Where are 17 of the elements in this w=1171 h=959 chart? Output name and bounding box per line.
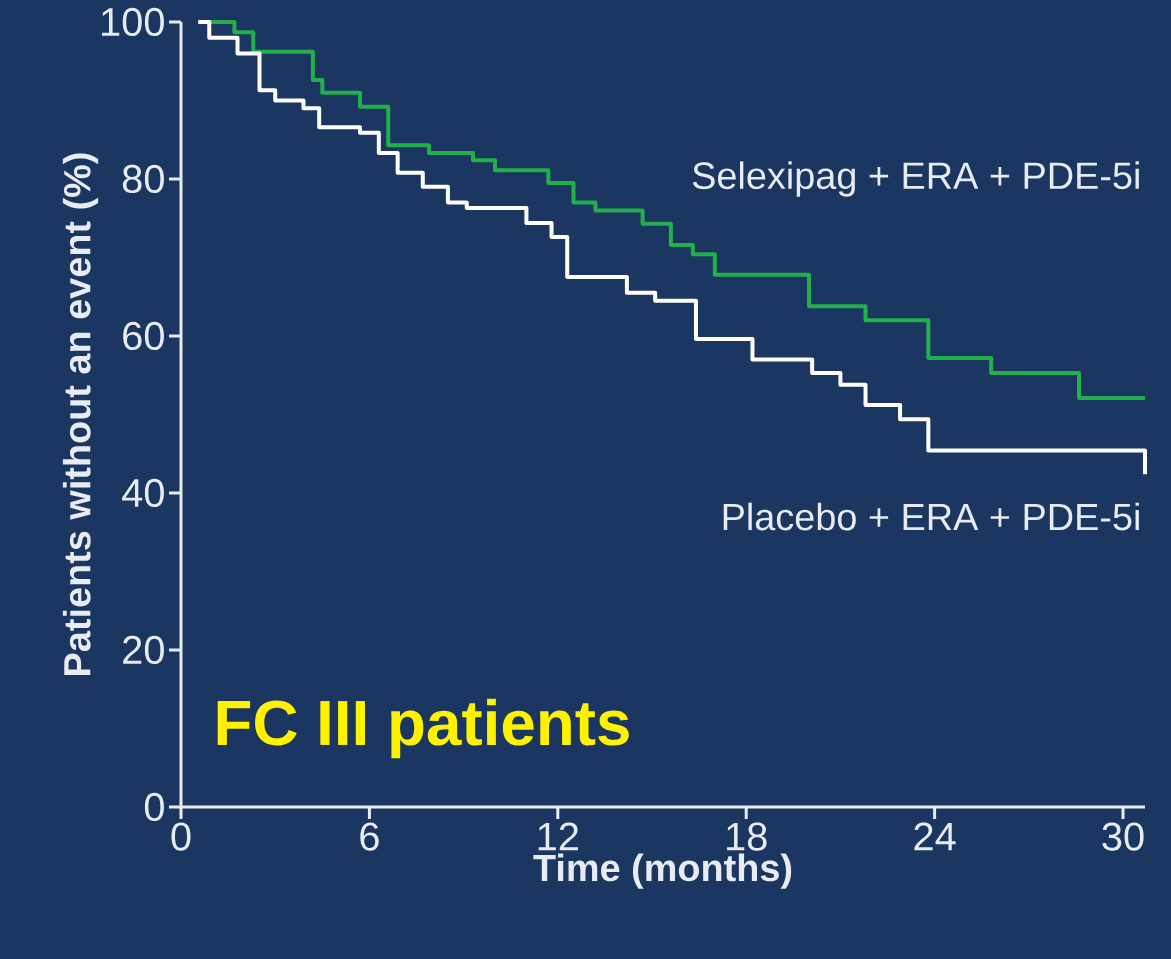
y-tick-label: 0	[144, 792, 164, 822]
y-axis-title: Patients without an event (%)	[62, 153, 99, 675]
x-tick-label: 30	[1102, 822, 1144, 851]
y-tick-label: 100	[102, 7, 164, 37]
series-label: Placebo + ERA + PDE-5i	[723, 502, 1139, 531]
x-tick-label: 24	[914, 822, 956, 851]
annotation: FC III patients	[217, 698, 629, 759]
x-tick-label: 0	[171, 822, 191, 851]
x-tick-label: 18	[727, 822, 767, 851]
y-tick-label: 80	[122, 164, 164, 194]
x-tick-label: 12	[538, 822, 578, 851]
x-tick-label: 6	[360, 822, 379, 851]
series-label: Selexipag + ERA + PDE-5i	[692, 161, 1139, 197]
y-tick-label: 20	[123, 635, 164, 665]
y-tick-label: 60	[123, 321, 164, 351]
y-tick-label: 40	[122, 478, 164, 508]
x-axis-title: Time (months)	[533, 853, 792, 889]
